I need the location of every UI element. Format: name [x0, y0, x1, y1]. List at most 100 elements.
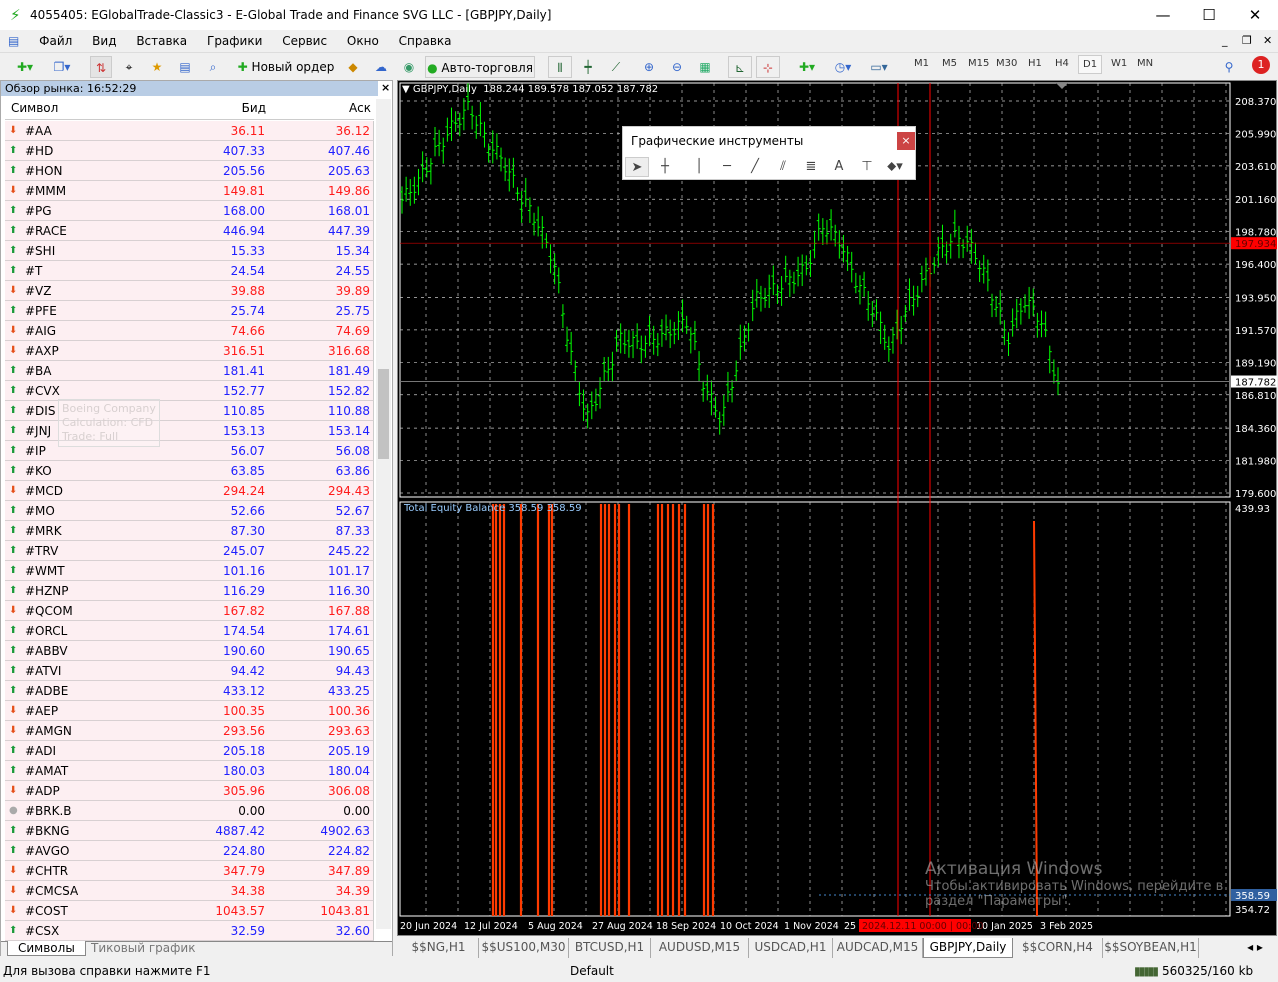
maximize-button[interactable]: ☐: [1202, 6, 1216, 24]
chart-window[interactable]: 208.370 205.990 203.610 201.160 198.780 196.4…: [397, 80, 1277, 936]
indicators-icon[interactable]: ✚▾: [798, 60, 816, 74]
menu-file[interactable]: Файл: [39, 34, 73, 48]
crosshair-icon[interactable]: ⌖: [125, 60, 133, 74]
market-watch-row[interactable]: ⬆ #CVX 152.77 152.82: [5, 381, 374, 401]
menu-window[interactable]: Окно: [346, 34, 379, 48]
horizontal-line-icon[interactable]: ─: [723, 159, 731, 174]
bar-chart-icon[interactable]: ⫴: [548, 56, 572, 78]
market-watch-row[interactable]: ⬆ #BKNG 4887.42 4902.63: [5, 821, 374, 841]
market-watch-row[interactable]: ⬆ #ORCL 174.54 174.61: [5, 621, 374, 641]
market-watch-row[interactable]: ⬆ #JNJ 153.13 153.14: [5, 421, 374, 441]
timeframe-m15[interactable]: M15: [968, 58, 990, 69]
market-watch-icon[interactable]: ⇅: [90, 56, 112, 78]
chart-canvas[interactable]: 208.370 205.990 203.610 201.160 198.780 196.4…: [398, 81, 1278, 937]
column-bid[interactable]: Бид: [241, 101, 266, 115]
periods-icon[interactable]: ◷▾: [834, 60, 852, 74]
candlestick-icon[interactable]: ┿: [584, 60, 592, 74]
market-watch-row[interactable]: ⬇ #AMGN 293.56 293.63: [5, 721, 374, 741]
market-watch-row[interactable]: ⬆ #BA 181.41 181.49: [5, 361, 374, 381]
chart-tab[interactable]: BTCUSD,H1: [569, 938, 651, 958]
line-chart-icon[interactable]: ⟋: [611, 60, 621, 74]
chart-tab[interactable]: $$NG,H1: [399, 938, 479, 958]
market-watch-close-button[interactable]: ×: [381, 81, 391, 94]
autotrading-button[interactable]: ● Авто-торговля: [425, 56, 535, 78]
text-label-icon[interactable]: ⊤: [861, 159, 873, 174]
market-watch-row[interactable]: ⬇ #MCD 294.24 294.43: [5, 481, 374, 501]
chart-tab[interactable]: AUDCAD,M15: [833, 938, 923, 958]
timeframe-d1[interactable]: D1: [1078, 55, 1103, 74]
market-watch-row[interactable]: ⬆ #HD 407.33 407.46: [5, 141, 374, 161]
market-watch-row[interactable]: ⬆ #KO 63.85 63.86: [5, 461, 374, 481]
vertical-line-icon[interactable]: │: [695, 159, 703, 174]
market-watch-row[interactable]: ⬇ #QCOM 167.82 167.88: [5, 601, 374, 621]
menu-view[interactable]: Вид: [92, 34, 117, 48]
chart-menu-icon[interactable]: ▼: [402, 84, 413, 95]
menu-charts[interactable]: Графики: [207, 34, 263, 48]
market-watch-row[interactable]: ⬆ #PFE 25.74 25.75: [5, 301, 374, 321]
market-watch-row[interactable]: ⬆ #PG 168.00 168.01: [5, 201, 374, 221]
mdi-close-button[interactable]: ✕: [1263, 34, 1273, 47]
market-watch-row[interactable]: ⬆ #TRV 245.07 245.22: [5, 541, 374, 561]
column-symbol[interactable]: Символ: [11, 101, 59, 115]
timeframe-h4[interactable]: H4: [1055, 58, 1069, 69]
timeframe-h1[interactable]: H1: [1028, 58, 1042, 69]
market-watch-row[interactable]: ⬆ #SHI 15.33 15.34: [5, 241, 374, 261]
chart-tab[interactable]: $$CORN,H4: [1013, 938, 1103, 958]
zoom-out-icon[interactable]: ⊖: [671, 60, 683, 74]
arrows-icon[interactable]: ⬥▾: [887, 159, 903, 174]
market-watch-row[interactable]: ⬆ #MO 52.66 52.67: [5, 501, 374, 521]
search-icon[interactable]: ⚲: [1224, 60, 1234, 74]
doc-icon[interactable]: ▤: [8, 34, 20, 48]
signals-icon[interactable]: ☁: [375, 60, 387, 74]
new-chart-icon[interactable]: ✚▾: [16, 60, 34, 74]
market-watch-row[interactable]: ⬆ #ADBE 433.12 433.25: [5, 681, 374, 701]
chart-shift-icon[interactable]: ⊹: [756, 56, 780, 78]
market-watch-row[interactable]: ⬇ #ADP 305.96 306.08: [5, 781, 374, 801]
chart-tab[interactable]: GBPJPY,Daily: [923, 938, 1013, 958]
market-watch-row[interactable]: ⬆ #HZNP 116.29 116.30: [5, 581, 374, 601]
market-watch-row[interactable]: ⬆ #ATVI 94.42 94.43: [5, 661, 374, 681]
market-watch-row[interactable]: ⬆ #AVGO 224.80 224.82: [5, 841, 374, 861]
tab-scroll-arrows[interactable]: ◂ ▸: [1247, 940, 1263, 954]
mdi-minimize-button[interactable]: _: [1222, 34, 1228, 47]
market-watch-row[interactable]: ⬆ #ABBV 190.60 190.65: [5, 641, 374, 661]
tile-windows-icon[interactable]: ▦: [699, 60, 711, 74]
market-watch-row[interactable]: ⬇ #CMCSA 34.38 34.39: [5, 881, 374, 901]
market-watch-row[interactable]: ⬇ #AEP 100.35 100.36: [5, 701, 374, 721]
market-watch-scrollbar[interactable]: [376, 99, 391, 929]
chart-tab[interactable]: AUDUSD,M15: [651, 938, 749, 958]
mdi-restore-button[interactable]: ❐: [1242, 34, 1252, 47]
chart-tab[interactable]: $$SOYBEAN,H1: [1103, 938, 1199, 958]
trendline-icon[interactable]: ╱: [751, 159, 759, 174]
graphic-tools-close-button[interactable]: ×: [897, 132, 915, 150]
timeframe-mn[interactable]: MN: [1137, 58, 1154, 69]
menu-help[interactable]: Справка: [398, 34, 452, 48]
timeframe-m5[interactable]: M5: [942, 58, 957, 69]
equidistant-channel-icon[interactable]: ⫽: [780, 159, 786, 174]
text-icon[interactable]: A: [834, 159, 844, 174]
column-ask[interactable]: Аск: [348, 101, 371, 115]
new-order-button[interactable]: ✚ Новый ордер: [237, 60, 335, 74]
tab-tick-chart[interactable]: Тиковый график: [91, 941, 196, 955]
timeframe-m1[interactable]: M1: [914, 58, 929, 69]
zoom-in-icon[interactable]: ⊕: [643, 60, 655, 74]
cursor-icon[interactable]: ➤: [625, 157, 649, 177]
crosshair-tool-icon[interactable]: ┼: [661, 159, 669, 174]
menu-tools[interactable]: Сервис: [282, 34, 328, 48]
market-watch-row[interactable]: ⬆ #CSX 32.59 32.60: [5, 921, 374, 941]
market-watch-row[interactable]: ⬆ #HON 205.56 205.63: [5, 161, 374, 181]
market-icon[interactable]: ◉: [403, 60, 415, 74]
market-watch-row[interactable]: ⬇ #COST 1043.57 1043.81: [5, 901, 374, 921]
market-watch-row[interactable]: ● #BRK.B 0.00 0.00: [5, 801, 374, 821]
market-watch-row[interactable]: ⬆ #RACE 446.94 447.39: [5, 221, 374, 241]
tab-symbols[interactable]: Символы: [7, 941, 86, 956]
close-button[interactable]: ✕: [1248, 6, 1262, 24]
minimize-button[interactable]: —: [1155, 6, 1171, 24]
chart-tab[interactable]: $$US100,M30: [479, 938, 569, 958]
scroll-thumb[interactable]: [378, 369, 389, 459]
terminal-icon[interactable]: ▤: [179, 60, 191, 74]
auto-scroll-icon[interactable]: ⊾: [728, 56, 752, 78]
notifications-badge[interactable]: 1: [1252, 56, 1270, 74]
menu-insert[interactable]: Вставка: [136, 34, 188, 48]
market-watch-row[interactable]: ⬆ #WMT 101.16 101.17: [5, 561, 374, 581]
